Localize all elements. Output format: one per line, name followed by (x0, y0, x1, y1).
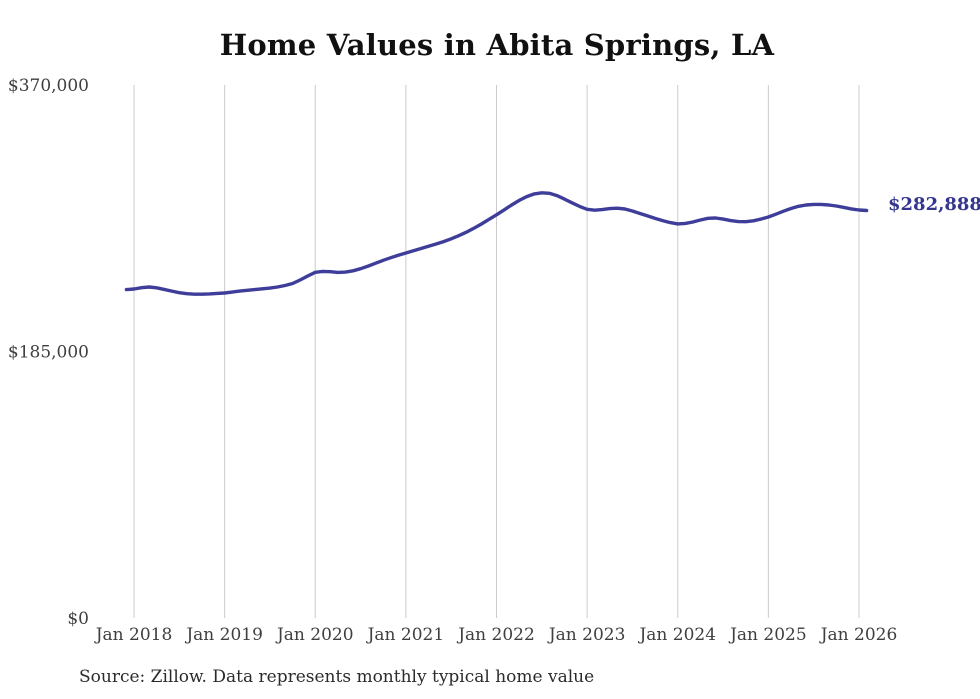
source-note: Source: Zillow. Data represents monthly … (79, 667, 595, 687)
x-tick-label: Jan 2019 (184, 625, 263, 645)
x-tick-label: Jan 2023 (547, 625, 626, 645)
x-tick-label: Jan 2021 (366, 625, 445, 645)
x-tick-label: Jan 2020 (275, 625, 354, 645)
y-tick-label: $185,000 (8, 343, 89, 363)
x-tick-label: Jan 2024 (637, 625, 716, 645)
home-value-line (124, 191, 869, 296)
x-tick-label: Jan 2022 (456, 625, 535, 645)
latest-value-label: $282,888 (888, 194, 980, 215)
y-tick-label: $370,000 (8, 76, 89, 96)
x-tick-label: Jan 2026 (819, 625, 898, 645)
chart-title: Home Values in Abita Springs, LA (219, 28, 775, 62)
x-tick-label: Jan 2018 (94, 625, 173, 645)
x-tick-label: Jan 2025 (728, 625, 807, 645)
y-tick-label: $0 (67, 609, 89, 629)
